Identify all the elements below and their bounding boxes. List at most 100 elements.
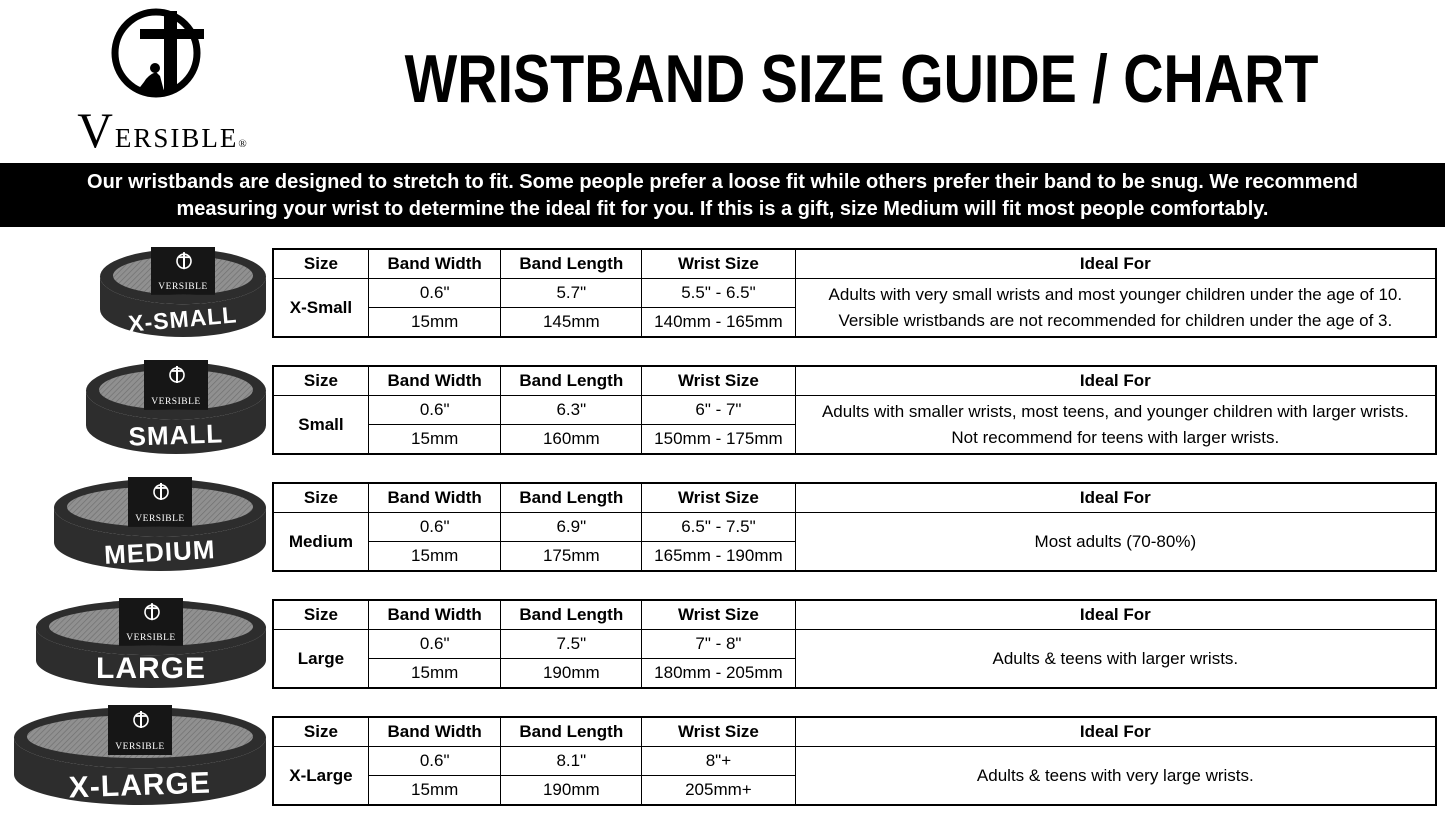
ideal-for-cell: Adults with very small wrists and most y…: [794, 278, 1437, 338]
brand-name: VERSIBLE: [77, 103, 239, 158]
band-width-mm-cell: 15mm: [367, 775, 502, 806]
band-width-inches-cell: 0.6": [367, 512, 502, 542]
band-length-inches-cell: 6.9": [500, 512, 643, 542]
band-width-inches-cell: 0.6": [367, 629, 502, 659]
wrist-size-inches-cell: 6.5" - 7.5": [641, 512, 796, 542]
intro-banner-line-1: Our wristbands are designed to stretch t…: [87, 171, 1358, 193]
size-name-cell: Medium: [272, 512, 369, 572]
size-name-cell: X-Large: [272, 746, 369, 806]
wristband-figure-wrap: VERSIBLE X-LARGE: [0, 696, 272, 813]
wristband-figure-wrap: VERSIBLE X-SMALL: [0, 228, 272, 345]
band-width-inches-cell: 0.6": [367, 395, 502, 425]
col-header-ideal-for: Ideal For: [794, 716, 1437, 747]
tag-brand-label: VERSIBLE: [151, 397, 200, 407]
band-size-label: SMALL: [128, 418, 224, 451]
col-header-size: Size: [272, 482, 369, 513]
band-length-mm-cell: 175mm: [500, 541, 643, 572]
col-header-size: Size: [272, 365, 369, 396]
size-table: Size Band Width Band Length Wrist Size I…: [272, 248, 1437, 338]
col-header-band-length: Band Length: [500, 482, 643, 513]
band-length-mm-cell: 190mm: [500, 658, 643, 689]
size-table: Size Band Width Band Length Wrist Size I…: [272, 716, 1437, 806]
band-length-mm-cell: 190mm: [500, 775, 643, 806]
wrist-size-inches-cell: 8"+: [641, 746, 796, 776]
band-size-label: LARGE: [96, 652, 206, 685]
wristband-figure-wrap: VERSIBLE MEDIUM: [0, 462, 272, 579]
band-width-mm-cell: 15mm: [367, 424, 502, 455]
wristband-figure: VERSIBLE X-LARGE: [14, 705, 266, 805]
wristband-figure: VERSIBLE MEDIUM: [54, 477, 266, 571]
wrist-size-mm-cell: 205mm+: [641, 775, 796, 806]
wristband-figure: VERSIBLE LARGE: [36, 598, 266, 688]
wrist-size-inches-cell: 7" - 8": [641, 629, 796, 659]
band-width-mm-cell: 15mm: [367, 307, 502, 338]
col-header-band-width: Band Width: [367, 365, 502, 396]
col-header-size: Size: [272, 716, 369, 747]
wrist-size-mm-cell: 165mm - 190mm: [641, 541, 796, 572]
band-length-inches-cell: 6.3": [500, 395, 643, 425]
band-length-inches-cell: 8.1": [500, 746, 643, 776]
band-front-face: [14, 737, 266, 805]
col-header-band-length: Band Length: [500, 365, 643, 396]
seated-figure-icon: [150, 63, 160, 73]
wristband-figure: VERSIBLE SMALL: [86, 360, 266, 454]
col-header-ideal-for: Ideal For: [794, 599, 1437, 630]
col-header-band-length: Band Length: [500, 599, 643, 630]
ideal-for-line-2: Not recommend for teens with larger wris…: [951, 427, 1280, 447]
size-name-cell: X-Small: [272, 278, 369, 338]
intro-banner-line-2: measuring your wrist to determine the id…: [176, 198, 1269, 220]
band-width-inches-cell: 0.6": [367, 746, 502, 776]
wrist-size-inches-cell: 5.5" - 6.5": [641, 278, 796, 308]
size-rows: VERSIBLE X-SMALL Size Band Width Band Len…: [0, 228, 1445, 813]
col-header-size: Size: [272, 248, 369, 279]
band-length-mm-cell: 145mm: [500, 307, 643, 338]
col-header-ideal-for: Ideal For: [794, 365, 1437, 396]
tag-brand-label: VERSIBLE: [135, 514, 184, 524]
ideal-for-line-1: Adults & teens with very large wrists.: [976, 765, 1254, 785]
ideal-for-cell: Most adults (70-80%): [794, 512, 1437, 572]
col-header-band-length: Band Length: [500, 716, 643, 747]
size-row: VERSIBLE X-LARGE Size Band Width Band Len…: [0, 696, 1445, 813]
size-name-cell: Large: [272, 629, 369, 689]
size-row: VERSIBLE MEDIUM Size Band Width Band Leng…: [0, 462, 1445, 579]
size-table: Size Band Width Band Length Wrist Size I…: [272, 365, 1437, 455]
intro-banner: Our wristbands are designed to stretch t…: [0, 163, 1445, 227]
col-header-wrist-size: Wrist Size: [641, 716, 796, 747]
ideal-for-cell: Adults & teens with very large wrists.: [794, 746, 1437, 806]
col-header-ideal-for: Ideal For: [794, 482, 1437, 513]
band-size-label: X-LARGE: [68, 767, 211, 805]
wrist-size-mm-cell: 140mm - 165mm: [641, 307, 796, 338]
band-front-face: [36, 627, 266, 688]
band-front-face: [86, 390, 266, 454]
tag-brand-label: VERSIBLE: [158, 282, 207, 292]
tag-brand-label: VERSIBLE: [115, 742, 164, 752]
col-header-ideal-for: Ideal For: [794, 248, 1437, 279]
ideal-for-line-1: Adults with smaller wrists, most teens, …: [821, 401, 1409, 421]
col-header-band-width: Band Width: [367, 482, 502, 513]
brand-wordmark: VERSIBLE®: [52, 106, 272, 155]
band-size-label: MEDIUM: [103, 534, 216, 570]
size-row: VERSIBLE X-SMALL Size Band Width Band Len…: [0, 228, 1445, 345]
col-header-wrist-size: Wrist Size: [641, 482, 796, 513]
band-front-face: [54, 507, 266, 571]
band-length-inches-cell: 7.5": [500, 629, 643, 659]
size-table: Size Band Width Band Length Wrist Size I…: [272, 482, 1437, 572]
ideal-for-line-1: Adults & teens with larger wrists.: [992, 648, 1239, 668]
size-table: Size Band Width Band Length Wrist Size I…: [272, 599, 1437, 689]
col-header-band-width: Band Width: [367, 716, 502, 747]
band-width-mm-cell: 15mm: [367, 541, 502, 572]
ideal-for-cell: Adults & teens with larger wrists.: [794, 629, 1437, 689]
band-width-mm-cell: 15mm: [367, 658, 502, 689]
band-length-mm-cell: 160mm: [500, 424, 643, 455]
band-width-inches-cell: 0.6": [367, 278, 502, 308]
ideal-for-line-2: Versible wristbands are not recommended …: [838, 310, 1393, 330]
col-header-wrist-size: Wrist Size: [641, 365, 796, 396]
col-header-size: Size: [272, 599, 369, 630]
col-header-wrist-size: Wrist Size: [641, 248, 796, 279]
col-header-band-length: Band Length: [500, 248, 643, 279]
wrist-size-mm-cell: 180mm - 205mm: [641, 658, 796, 689]
ideal-for-line-1: Adults with very small wrists and most y…: [828, 284, 1403, 304]
wristband-figure-wrap: VERSIBLE LARGE: [0, 579, 272, 696]
